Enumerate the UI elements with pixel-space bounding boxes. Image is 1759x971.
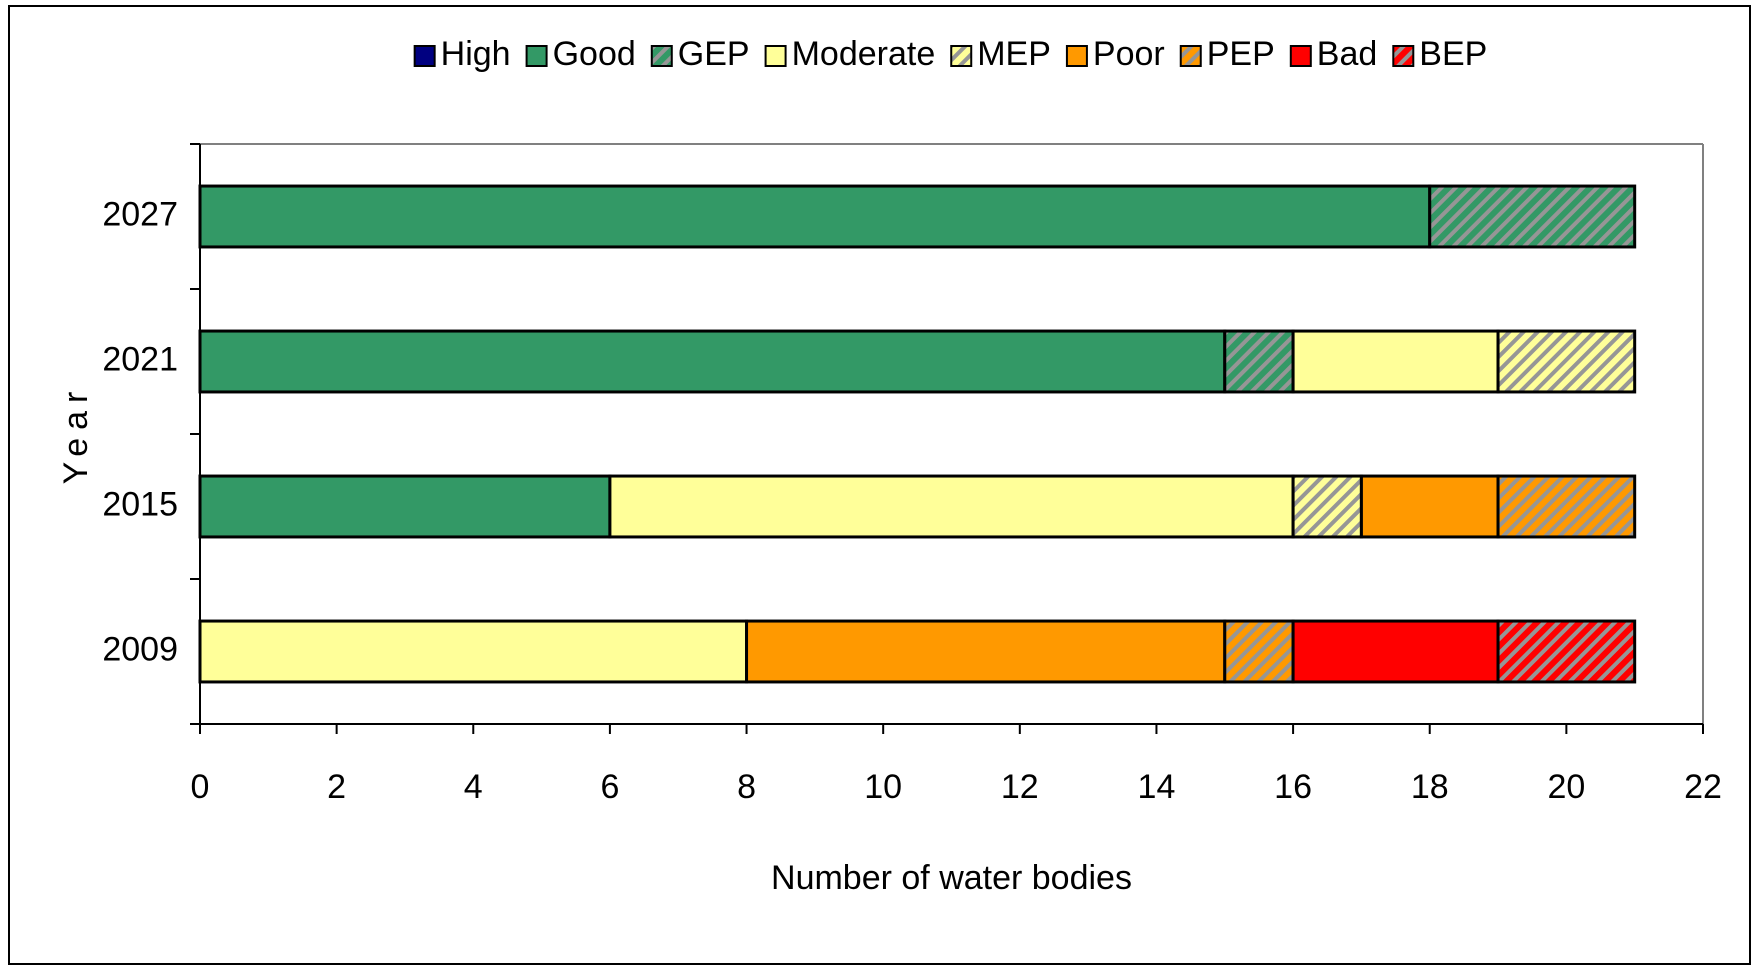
bar-segment [1496, 619, 1637, 684]
bar-segment [1291, 474, 1363, 539]
x-tick-label: 4 [464, 768, 483, 806]
legend-label: Poor [1093, 35, 1165, 73]
x-tick-label: 18 [1411, 768, 1449, 806]
legend-swatch [1392, 45, 1415, 67]
bar-segment [1359, 474, 1500, 539]
y-axis-label: Year [57, 384, 95, 485]
bar-segment [608, 474, 1295, 539]
legend-swatch [950, 45, 973, 67]
x-tick-label: 20 [1547, 768, 1585, 806]
legend-swatch [1289, 45, 1312, 67]
legend-swatch [1065, 45, 1088, 67]
legend-label: GEP [678, 35, 750, 73]
y-tick-label: 2021 [102, 340, 178, 378]
x-tick-label: 16 [1274, 768, 1312, 806]
bar-segment [1223, 619, 1295, 684]
x-tick-label: 8 [737, 768, 756, 806]
bar-segment [198, 474, 612, 539]
y-tick-label: 2015 [102, 485, 178, 523]
bar-segment [1428, 184, 1637, 249]
x-tick-label: 0 [191, 768, 210, 806]
legend-label: BEP [1419, 35, 1487, 73]
x-tick-label: 2 [327, 768, 346, 806]
x-tick-label: 10 [864, 768, 902, 806]
bar-segment [198, 619, 749, 684]
x-tick-label: 6 [600, 768, 619, 806]
x-tick-label: 12 [1001, 768, 1039, 806]
legend-swatch [525, 45, 548, 67]
x-tick-label: 14 [1138, 768, 1176, 806]
legend-swatch [650, 45, 673, 67]
y-tick-label: 2009 [102, 630, 178, 668]
bar-segment [745, 619, 1227, 684]
y-tick-label: 2027 [102, 195, 178, 233]
bar-segment [1496, 329, 1637, 394]
bar-segment [1291, 329, 1500, 394]
bar-segment [198, 329, 1227, 394]
legend-swatch [764, 45, 787, 67]
legend-label: Bad [1317, 35, 1378, 73]
legend-swatch [413, 45, 436, 67]
legend-label: High [441, 35, 511, 73]
legend: High Good GEP Moderate MEP Poor PEP Bad BEP [413, 35, 1487, 73]
bar-segment [1223, 329, 1295, 394]
legend-label: Good [553, 35, 636, 73]
x-tick-label: 22 [1684, 768, 1722, 806]
x-axis-label: Number of water bodies [771, 859, 1132, 897]
bar-segment [198, 184, 1432, 249]
legend-label: Moderate [792, 35, 936, 73]
bar-segment [1291, 619, 1500, 684]
legend-swatch [1179, 45, 1202, 67]
legend-label: MEP [977, 35, 1051, 73]
bar-segment [1496, 474, 1637, 539]
legend-label: PEP [1207, 35, 1275, 73]
